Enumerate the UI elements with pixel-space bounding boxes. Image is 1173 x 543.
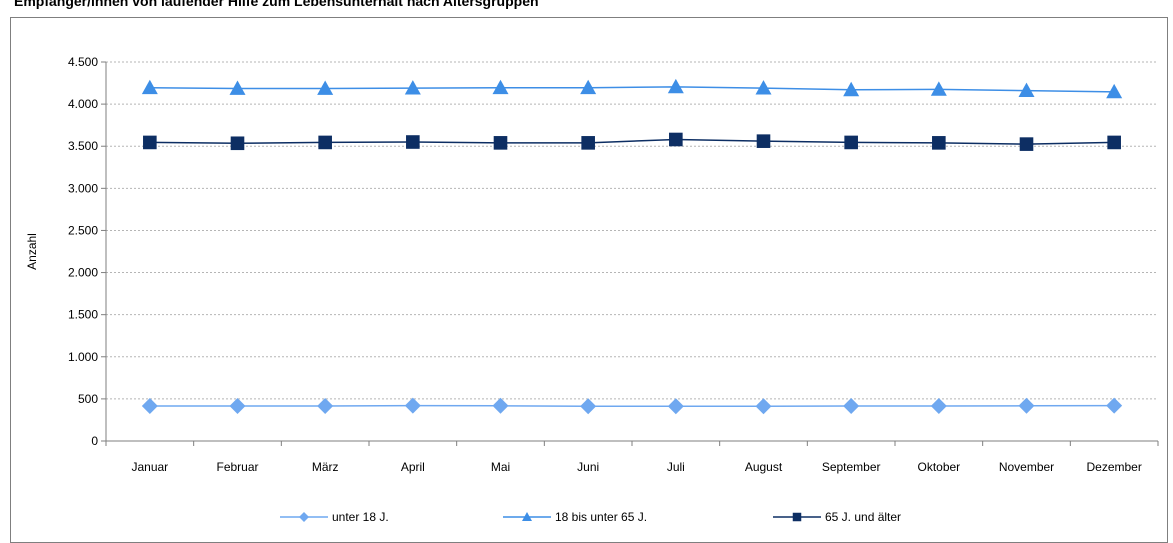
x-tick-label: Juli — [667, 460, 685, 474]
y-tick-label: 3.500 — [68, 139, 98, 153]
data-point — [493, 136, 508, 150]
y-tick-label: 1.000 — [68, 350, 98, 364]
data-point — [932, 136, 946, 150]
data-point — [404, 80, 421, 95]
axes — [105, 62, 1159, 446]
y-tick-label: 4.500 — [68, 55, 98, 69]
data-point — [580, 398, 597, 415]
legend-item: unter 18 J. — [280, 510, 389, 524]
legend: unter 18 J. 18 bis unter 65 J. 65 J. und ä… — [280, 510, 901, 524]
y-tick-label: 3.000 — [68, 181, 98, 195]
legend-label: unter 18 J. — [332, 510, 389, 524]
data-point — [580, 79, 597, 95]
series-line — [149, 404, 1115, 408]
x-tick-label: August — [745, 460, 783, 474]
series-3 — [143, 132, 1121, 151]
data-point — [667, 78, 684, 94]
legend-label: 65 J. und älter — [825, 510, 901, 524]
data-point — [1106, 83, 1123, 99]
chart-caption: Empfänger/innen von laufender Hilfe zum … — [14, 0, 539, 9]
x-tick-labels: Januar Februar März April Mai Juni Juli August S… — [131, 460, 1141, 474]
legend-item: 18 bis unter 65 J. — [503, 510, 647, 524]
x-tick-label: Februar — [216, 460, 258, 474]
legend-marker — [299, 512, 309, 522]
data-point — [756, 134, 771, 148]
series-line — [149, 86, 1115, 93]
data-point — [229, 80, 246, 95]
data-point — [669, 132, 683, 147]
data-point — [230, 136, 245, 151]
data-point — [141, 398, 158, 415]
data-point — [317, 80, 334, 95]
y-axis-label: Anzahl — [25, 233, 39, 270]
legend-marker — [522, 512, 532, 521]
data-point — [667, 398, 684, 415]
y-tick-label: 2.500 — [68, 223, 98, 237]
series-1 — [141, 397, 1123, 415]
data-point — [141, 79, 158, 95]
data-point — [930, 81, 947, 96]
legend-label: 18 bis unter 65 J. — [555, 510, 647, 524]
legend-marker — [792, 512, 802, 522]
x-tick-label: März — [312, 460, 339, 474]
data-point — [930, 398, 947, 415]
y-tick-label: 1.500 — [68, 308, 98, 322]
series-2 — [141, 78, 1123, 99]
y-tick-label: 500 — [78, 392, 98, 406]
x-tick-label: Juni — [577, 460, 599, 474]
data-point — [1107, 135, 1121, 150]
series-lines — [141, 78, 1123, 415]
y-tick-label: 4.000 — [68, 97, 98, 111]
data-point — [755, 398, 772, 415]
data-point — [844, 135, 858, 150]
data-point — [843, 81, 860, 97]
data-point — [1106, 397, 1123, 414]
data-point — [492, 79, 509, 95]
data-point — [755, 80, 772, 95]
y-tick-label: 0 — [91, 434, 98, 448]
series-line — [149, 138, 1115, 145]
data-point — [1018, 397, 1035, 414]
data-point — [404, 397, 421, 414]
data-point — [1018, 82, 1035, 98]
gridlines — [101, 61, 1158, 442]
x-tick-label: September — [822, 460, 881, 474]
data-point — [1019, 137, 1034, 151]
data-point — [406, 135, 420, 149]
data-point — [843, 398, 860, 415]
x-tick-label: Januar — [131, 460, 168, 474]
x-tick-label: November — [999, 460, 1054, 474]
x-tick-label: April — [401, 460, 425, 474]
data-point — [581, 136, 595, 150]
y-tick-label: 2.000 — [68, 266, 98, 280]
data-point — [317, 398, 334, 415]
data-point — [229, 398, 246, 415]
data-point — [492, 397, 509, 414]
data-point — [318, 135, 332, 150]
x-tick-label: Dezember — [1086, 460, 1141, 474]
y-tick-labels: 0 500 1.000 1.500 2.000 2.500 3.000 3.500 4.000 4… — [68, 55, 98, 448]
x-tick-label: Mai — [491, 460, 510, 474]
legend-item: 65 J. und älter — [773, 510, 901, 524]
data-point — [143, 135, 157, 150]
x-tick-label: Oktober — [917, 460, 960, 474]
